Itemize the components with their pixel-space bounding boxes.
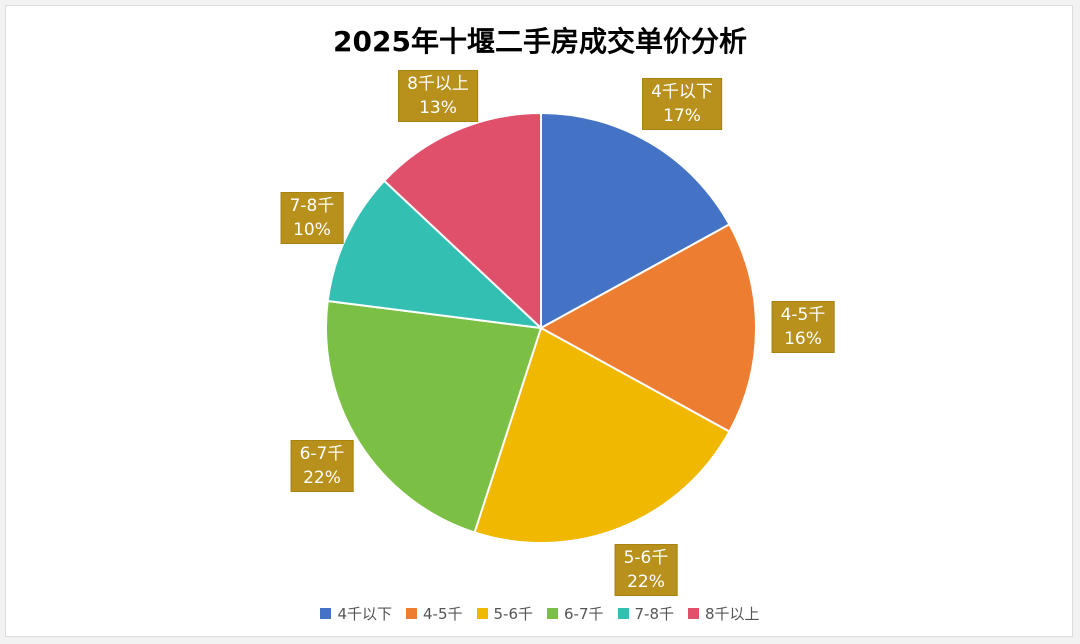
data-label-4: 6-7千 22% xyxy=(290,440,354,492)
legend-label: 4-5千 xyxy=(423,605,463,623)
data-label-1: 4千以下 17% xyxy=(642,78,722,130)
legend-item: 7-8千 xyxy=(617,603,675,624)
legend-label: 6-7千 xyxy=(564,605,604,623)
pie-slice-1 xyxy=(540,111,731,330)
legend-swatch xyxy=(688,608,699,619)
legend-item: 8千以上 xyxy=(688,603,760,624)
legend-swatch xyxy=(320,608,332,619)
pie-slice-2 xyxy=(538,223,758,433)
data-label-percent: 17% xyxy=(663,106,701,126)
legend-item: 5-6千 xyxy=(476,603,534,624)
chart-frame: 2025年十堰二手房成交单价分析 4千以下 17% 4-5千 16% 5-6千 22% 6-… xyxy=(5,5,1073,637)
data-label-percent: 13% xyxy=(419,98,457,118)
data-label-category: 4千以下 xyxy=(651,82,713,102)
pie-slice-4 xyxy=(325,299,543,534)
chart-title: 2025年十堰二手房成交单价分析 xyxy=(333,25,747,58)
legend-label: 8千以上 xyxy=(705,605,760,623)
data-label-percent: 10% xyxy=(293,220,331,240)
legend: 4千以下 4-5千 5-6千 6-7千 7-8千 8千以上 xyxy=(6,603,1074,624)
data-label-category: 5-6千 xyxy=(623,548,669,568)
legend-item: 4-5千 xyxy=(406,603,463,624)
data-label-2: 4-5千 16% xyxy=(771,301,835,353)
pie-chart xyxy=(325,111,758,544)
data-label-percent: 22% xyxy=(627,572,665,592)
pie-slice-6 xyxy=(382,111,542,331)
legend-label: 5-6千 xyxy=(493,605,534,623)
data-label-category: 7-8千 xyxy=(289,196,335,216)
data-label-percent: 22% xyxy=(303,468,341,488)
legend-label: 4千以下 xyxy=(337,605,392,623)
legend-swatch xyxy=(476,608,488,619)
pie-slice-3 xyxy=(473,326,731,544)
data-label-percent: 16% xyxy=(784,329,822,349)
data-label-3: 5-6千 22% xyxy=(614,544,678,596)
legend-swatch xyxy=(547,608,558,619)
data-label-5: 7-8千 10% xyxy=(280,192,344,244)
data-label-category: 8千以上 xyxy=(407,74,469,94)
legend-swatch xyxy=(406,608,417,619)
data-label-category: 4-5千 xyxy=(780,305,826,325)
legend-label: 7-8千 xyxy=(634,605,675,623)
legend-swatch xyxy=(617,608,629,619)
legend-item: 4千以下 xyxy=(320,603,392,624)
legend-item: 6-7千 xyxy=(547,603,604,624)
data-label-6: 8千以上 13% xyxy=(398,70,478,122)
data-label-category: 6-7千 xyxy=(299,444,345,464)
pie-slice-5 xyxy=(326,179,544,330)
